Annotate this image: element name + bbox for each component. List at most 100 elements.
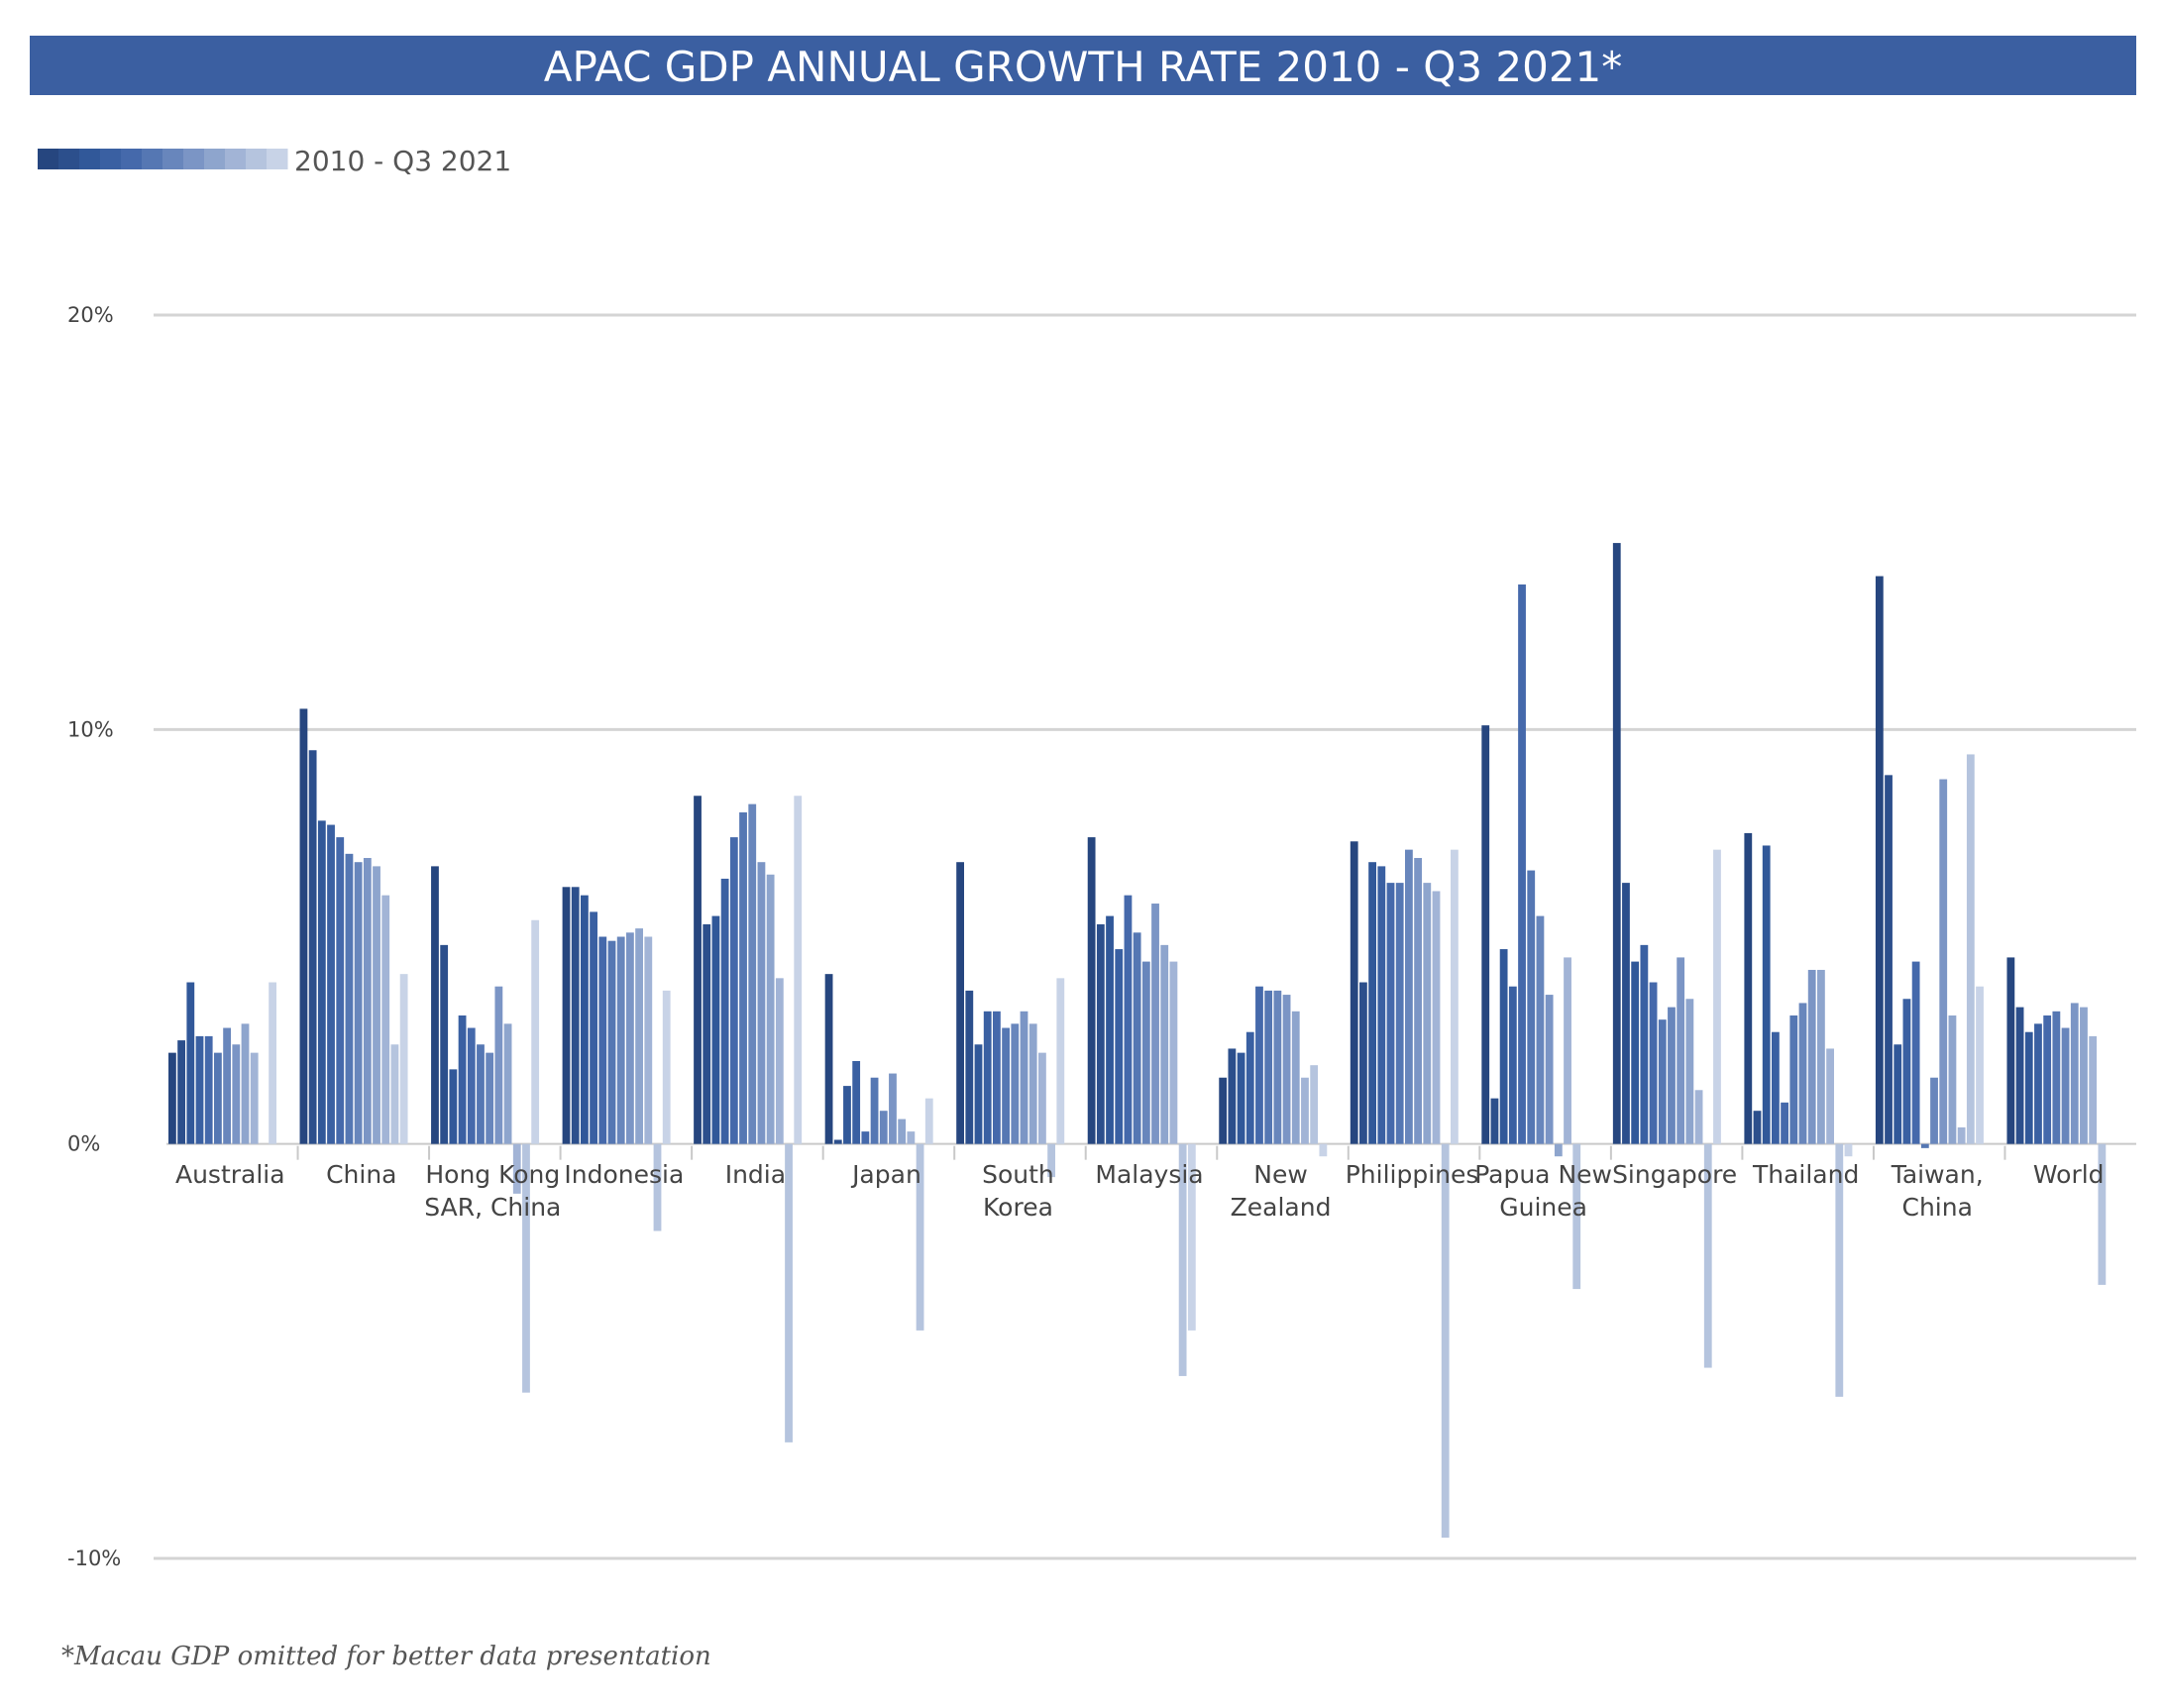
legend-swatch-2013	[100, 149, 122, 169]
bar	[1527, 870, 1536, 1144]
bar	[1508, 986, 1517, 1144]
bar	[2061, 1027, 2070, 1144]
bar	[354, 862, 363, 1144]
legend-swatch-2012	[79, 149, 101, 169]
bar	[1875, 576, 1884, 1144]
bar	[1817, 969, 1825, 1144]
bar	[1368, 862, 1376, 1144]
bar	[1291, 1011, 1300, 1144]
chart-title: APAC GDP ANNUAL GROWTH RATE 2010 - Q3 20…	[544, 43, 1623, 91]
bar	[299, 708, 308, 1144]
bar	[956, 862, 964, 1144]
bar-groups	[168, 543, 2107, 1539]
bar	[177, 1040, 185, 1144]
bar	[1011, 1023, 1020, 1144]
bar-group-new-zealand	[1219, 986, 1328, 1157]
bar	[1762, 845, 1771, 1144]
bar-group-malaysia	[1087, 837, 1196, 1376]
bar	[1377, 866, 1386, 1144]
bar	[729, 837, 738, 1144]
bar	[363, 858, 372, 1144]
category-label: Taiwan,	[1891, 1160, 1984, 1189]
bar	[467, 1027, 476, 1144]
bar	[1359, 982, 1367, 1144]
bar	[1920, 1143, 1929, 1148]
bar	[1124, 895, 1133, 1144]
bar	[879, 1111, 888, 1144]
bar	[1518, 584, 1526, 1144]
category-label: Korea	[983, 1193, 1053, 1222]
bar	[1228, 1048, 1237, 1144]
bar	[1481, 725, 1490, 1144]
bar-group-china	[299, 708, 408, 1144]
bar	[2024, 1031, 2033, 1144]
bar	[1902, 999, 1911, 1144]
bar	[833, 1139, 842, 1144]
bar-group-singapore	[1612, 543, 1721, 1368]
bar	[1423, 883, 1432, 1144]
bar	[1622, 883, 1630, 1144]
bar	[1844, 1143, 1853, 1157]
category-separators	[296, 1145, 2006, 1160]
bar	[1141, 961, 1150, 1144]
y-tick-label: -10%	[67, 1547, 121, 1570]
bar	[2015, 1007, 2024, 1144]
bar	[390, 1044, 399, 1144]
bar	[662, 990, 671, 1144]
bar	[720, 878, 729, 1144]
bar	[399, 974, 408, 1144]
bar	[1658, 1019, 1667, 1144]
bar	[852, 1061, 861, 1144]
bar	[1685, 999, 1694, 1144]
bar	[748, 803, 757, 1144]
bar	[653, 1143, 662, 1231]
bar	[1038, 1052, 1046, 1144]
bar	[336, 837, 345, 1144]
category-label: South	[982, 1160, 1054, 1189]
bar	[1002, 1027, 1010, 1144]
bar	[870, 1077, 879, 1144]
bar-group-australia	[168, 982, 276, 1144]
bar	[924, 1098, 933, 1144]
bar	[626, 932, 634, 1144]
bar	[1490, 1098, 1499, 1144]
bar	[2070, 1003, 2079, 1144]
bar	[794, 796, 803, 1144]
bar	[757, 862, 766, 1144]
bar	[214, 1052, 222, 1144]
bar	[1957, 1126, 1966, 1144]
bar	[694, 796, 702, 1144]
bar	[1151, 904, 1159, 1144]
title-banner: APAC GDP ANNUAL GROWTH RATE 2010 - Q3 20…	[30, 36, 2136, 95]
legend-swatch-2010	[38, 149, 59, 169]
bar	[1545, 995, 1554, 1144]
bar	[1264, 990, 1273, 1144]
bar	[269, 982, 276, 1144]
legend-gradient-swatch	[38, 149, 288, 169]
bar	[785, 1143, 793, 1442]
bar	[512, 1143, 521, 1194]
bar	[1087, 837, 1096, 1144]
bar	[1441, 1143, 1450, 1539]
bar	[1930, 1077, 1938, 1144]
category-label: Singapore	[1612, 1160, 1737, 1189]
bar	[1966, 754, 1975, 1144]
category-label: Thailand	[1752, 1160, 1859, 1189]
legend-swatch-2015	[142, 149, 163, 169]
legend-swatch-2011	[58, 149, 80, 169]
bar	[993, 1011, 1001, 1144]
category-label: India	[725, 1160, 786, 1189]
bar	[1028, 1023, 1037, 1144]
bar	[317, 820, 326, 1144]
bar	[1178, 1143, 1187, 1376]
bar	[1499, 949, 1508, 1144]
category-label: Papua New	[1474, 1160, 1612, 1189]
legend-swatch-2018	[204, 149, 226, 169]
legend-swatch-Q3 2021	[267, 149, 288, 169]
bar	[1169, 961, 1178, 1144]
bar	[1245, 1031, 1254, 1144]
bar	[739, 812, 747, 1144]
category-label: New	[1253, 1160, 1308, 1189]
bar	[308, 750, 317, 1144]
bar	[2080, 1007, 2088, 1144]
